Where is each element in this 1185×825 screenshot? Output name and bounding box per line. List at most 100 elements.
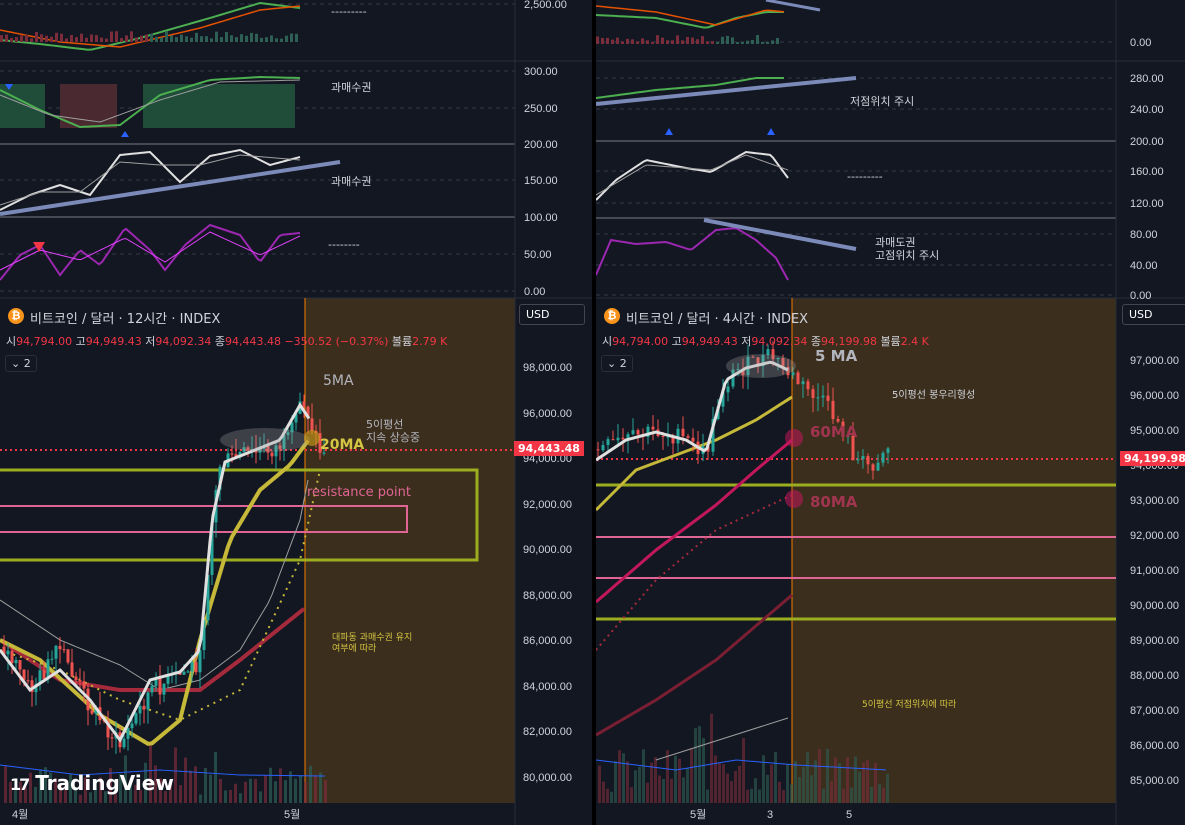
volume-bar bbox=[129, 781, 132, 803]
last-price-label: 94,443.48 bbox=[514, 441, 584, 456]
collapse-indicators-button[interactable]: ⌄ 2 bbox=[5, 355, 37, 372]
ma80-long bbox=[596, 593, 793, 737]
volume-bar bbox=[806, 752, 809, 803]
histogram-bar bbox=[215, 31, 218, 42]
left-candle bbox=[266, 446, 270, 453]
price-axis-tick: 86,000.00 bbox=[523, 635, 572, 647]
volume-bar bbox=[730, 781, 733, 803]
symbol-title[interactable]: 비트코인 / 달러 · 4시간 · INDEX bbox=[626, 312, 809, 327]
left-candle bbox=[58, 645, 62, 650]
left-candle bbox=[242, 447, 246, 453]
left-candle bbox=[54, 645, 58, 659]
price-axis-tick: 96,000.00 bbox=[523, 408, 572, 420]
left-candle bbox=[278, 445, 282, 449]
ohlc-legend: 시94,794.00 고94,949.43 저94,092.34 종94,443… bbox=[6, 335, 448, 348]
volume-bar bbox=[702, 738, 705, 803]
right-candle bbox=[876, 462, 880, 471]
left-candle bbox=[182, 671, 186, 675]
osc-axis-tick: 100.00 bbox=[524, 212, 558, 224]
volume-bar bbox=[682, 777, 685, 803]
histogram-bar bbox=[606, 37, 609, 44]
volume-bar bbox=[882, 787, 885, 803]
symbol-title[interactable]: 비트코인 / 달러 · 12시간 · INDEX bbox=[30, 312, 221, 327]
osc-axis-tick: 280.00 bbox=[1130, 73, 1164, 85]
histogram-bar bbox=[641, 38, 644, 44]
osc2-signal bbox=[0, 79, 301, 123]
volume-bar bbox=[154, 765, 157, 803]
volume-bar bbox=[818, 748, 821, 803]
osc-axis-tick: 200.00 bbox=[1130, 136, 1164, 148]
left-candle bbox=[130, 723, 134, 729]
histogram-bar bbox=[0, 35, 3, 42]
histogram-bar bbox=[160, 37, 163, 42]
volume-bar bbox=[249, 778, 252, 803]
volume-bar bbox=[690, 748, 693, 803]
osc-zone-green bbox=[0, 84, 45, 128]
left-candle bbox=[286, 432, 290, 436]
volume-bar bbox=[239, 793, 242, 803]
panel-divider bbox=[592, 0, 596, 825]
right-candle bbox=[676, 428, 680, 444]
volume-bar bbox=[224, 790, 227, 803]
left-chart-canvas[interactable]: 2,500.00 300.00 250.00 200.00 150.00 100.00 50… bbox=[0, 0, 592, 825]
collapse-indicators-button[interactable]: ⌄ 2 bbox=[601, 355, 633, 372]
left-candle bbox=[26, 680, 30, 682]
last-price-label: 94,199.98 bbox=[1120, 451, 1185, 466]
currency-selector[interactable]: USD bbox=[519, 304, 585, 325]
left-candle bbox=[10, 650, 14, 664]
volume-bar bbox=[722, 764, 725, 803]
left-candle bbox=[22, 669, 26, 681]
ma5-annotation: 5MA bbox=[323, 373, 354, 389]
histogram-bar bbox=[105, 38, 108, 42]
histogram-bar bbox=[150, 33, 153, 42]
volume-bar bbox=[742, 738, 745, 803]
volume-bar bbox=[4, 766, 7, 803]
histogram-bar bbox=[601, 37, 604, 44]
tradingview-logo[interactable]: 17 TradingView bbox=[10, 771, 174, 795]
histogram-bar bbox=[125, 35, 128, 42]
histogram-bar bbox=[210, 38, 213, 42]
histogram-bar bbox=[115, 31, 118, 42]
volume-bar bbox=[622, 753, 625, 803]
histogram-bar bbox=[120, 38, 123, 42]
dash-marker-1: --------- bbox=[847, 170, 883, 183]
osc-axis-tick: 2,500.00 bbox=[524, 0, 567, 11]
left-candle bbox=[142, 705, 146, 710]
volume-bar bbox=[714, 755, 717, 803]
volume-bar bbox=[99, 777, 102, 803]
price-axis-tick: 96,000.00 bbox=[1130, 390, 1179, 402]
right-candle bbox=[781, 358, 785, 367]
up-marker bbox=[767, 128, 775, 135]
volume-bar bbox=[134, 784, 137, 803]
histogram-bar bbox=[746, 40, 749, 44]
histogram-bar bbox=[55, 32, 58, 42]
histogram-bar bbox=[5, 34, 8, 42]
volume-bar bbox=[19, 781, 22, 803]
volume-bar bbox=[766, 774, 769, 803]
volume-bar bbox=[9, 781, 12, 803]
left-candle bbox=[18, 660, 22, 670]
right-candle bbox=[646, 426, 650, 437]
osc-axis-tick: 200.00 bbox=[524, 139, 558, 151]
volume-bar bbox=[758, 789, 761, 803]
left-candle bbox=[198, 650, 202, 673]
right-candle bbox=[846, 435, 850, 437]
right-candle bbox=[886, 448, 890, 453]
right-chart-canvas[interactable]: 0.00 280.00 240.00 200.00 160.00 120.00 80.00 4… bbox=[596, 0, 1185, 825]
histogram-bar bbox=[145, 34, 148, 42]
ohlc-legend: 시94,794.00 고94,949.43 저94,092.34 종94,199… bbox=[602, 335, 929, 348]
currency-selector[interactable]: USD bbox=[1122, 304, 1185, 325]
ma5 bbox=[596, 360, 789, 462]
osc-axis-tick: 250.00 bbox=[524, 103, 558, 115]
volume-bar bbox=[169, 781, 172, 803]
histogram-bar bbox=[180, 34, 183, 42]
time-axis-label: 5월 bbox=[690, 808, 706, 821]
osc-axis-tick: 150.00 bbox=[524, 175, 558, 187]
osc-axis-tick: 300.00 bbox=[524, 66, 558, 78]
time-axis-label: 3 bbox=[767, 809, 773, 821]
left-candle bbox=[78, 680, 82, 682]
volume-bar bbox=[209, 774, 212, 803]
histogram-bar bbox=[40, 34, 43, 42]
histogram-bar bbox=[706, 41, 709, 44]
trend-note-2: 지속 상승중 bbox=[366, 431, 421, 444]
